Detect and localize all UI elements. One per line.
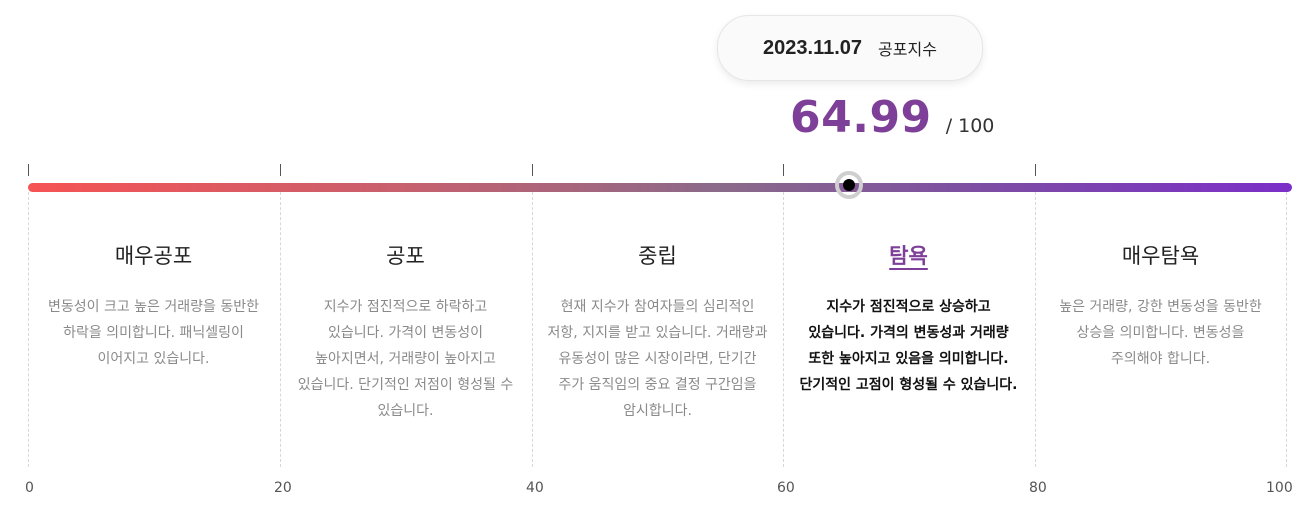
axis-label-40: 40 [526, 480, 544, 496]
zone-title: 매우공포 [114, 244, 193, 268]
score-value: 64.99 [790, 92, 932, 143]
zone-neutral: 중립 현재 지수가 참여자들의 심리적인 저항, 지지를 받고 있습니다. 거래… [532, 240, 783, 424]
gauge-marker-dot [843, 179, 856, 191]
date-tooltip: 2023.11.07 공포지수 [717, 15, 983, 81]
zone-description: 지수가 점진적으로 하락하고 있습니다. 가격이 변동성이 높아지면서, 거래량… [297, 299, 514, 419]
tick-60 [783, 164, 784, 176]
tick-40 [532, 164, 533, 176]
zone-divider [280, 192, 281, 467]
zone-title: 매우탐욕 [1121, 244, 1200, 268]
zone-divider [783, 192, 784, 467]
zone-divider [1286, 192, 1287, 467]
zone-description: 현재 지수가 참여자들의 심리적인 저항, 지지를 받고 있습니다. 거래량과 … [547, 299, 768, 419]
axis-label-60: 60 [777, 480, 795, 496]
zone-extreme-greed: 매우탐욕 높은 거래량, 강한 변동성을 동반한 상승을 의미합니다. 변동성을… [1035, 240, 1286, 372]
zone-description: 변동성이 크고 높은 거래량을 동반한 하락을 의미합니다. 패닉셀링이 이어지… [48, 299, 259, 367]
axis-label-100: 100 [1266, 480, 1293, 496]
zone-title: 중립 [638, 244, 677, 268]
axis-label-80: 80 [1029, 480, 1047, 496]
zone-description: 지수가 점진적으로 상승하고 있습니다. 가격의 변동성과 거래량 또한 높아지… [799, 299, 1018, 393]
zone-divider [28, 192, 29, 467]
axis-label-0: 0 [25, 480, 34, 496]
zone-greed: 탐욕 지수가 점진적으로 상승하고 있습니다. 가격의 변동성과 거래량 또한 … [783, 240, 1034, 398]
axis-label-20: 20 [274, 480, 292, 496]
index-gauge-track [28, 183, 1292, 192]
zone-divider [1035, 192, 1036, 467]
tick-20 [280, 164, 281, 176]
tooltip-date: 2023.11.07 [763, 36, 863, 59]
zone-title[interactable]: 탐욕 [889, 244, 928, 268]
score-display: 64.99 / 100 [790, 92, 994, 143]
zone-divider [532, 192, 533, 467]
zone-description: 높은 거래량, 강한 변동성을 동반한 상승을 의미합니다. 변동성을 주의해야… [1059, 299, 1262, 367]
tick-0 [28, 164, 29, 176]
gauge-marker[interactable] [835, 171, 864, 199]
score-max: / 100 [945, 115, 995, 137]
tick-80 [1035, 164, 1036, 176]
zone-extreme-fear: 매우공포 변동성이 크고 높은 거래량을 동반한 하락을 의미합니다. 패닉셀링… [28, 240, 279, 372]
tooltip-label: 공포지수 [878, 40, 937, 59]
zone-fear: 공포 지수가 점진적으로 하락하고 있습니다. 가격이 변동성이 높아지면서, … [280, 240, 531, 424]
zone-title: 공포 [386, 244, 425, 268]
